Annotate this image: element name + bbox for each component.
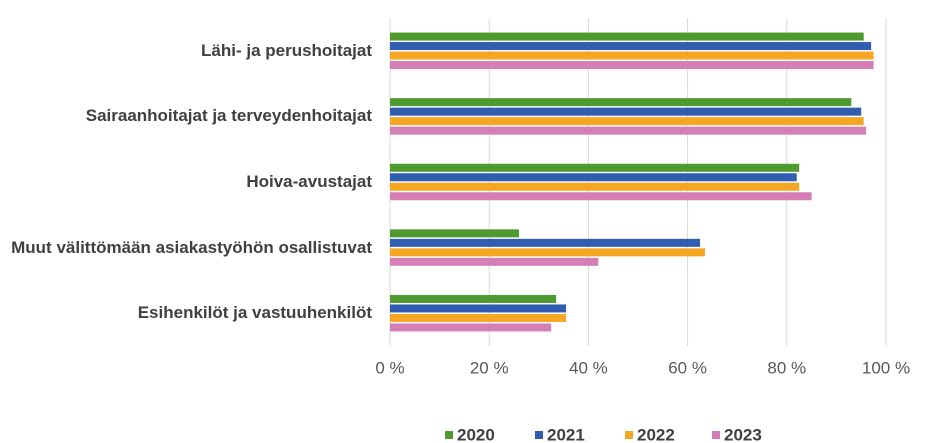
- legend-swatch: [625, 431, 633, 439]
- x-tick-label: 40 %: [569, 358, 608, 377]
- x-tick-label: 80 %: [767, 358, 806, 377]
- x-tick-label: 100 %: [862, 358, 910, 377]
- bar: [390, 294, 557, 303]
- bar: [390, 61, 874, 70]
- legend-swatch: [712, 431, 720, 439]
- x-tick-label: 20 %: [470, 358, 509, 377]
- bar: [390, 248, 705, 257]
- y-tick-label: Lähi- ja perushoitajat: [201, 40, 372, 60]
- x-tick-label: 60 %: [668, 358, 707, 377]
- x-tick-label: 0 %: [375, 358, 404, 377]
- y-tick-label: Muut välittömään asiakastyöhön osallistu…: [11, 237, 372, 257]
- bar: [390, 182, 800, 191]
- bar: [390, 192, 812, 201]
- bar: [390, 323, 552, 332]
- legend-label: 2020: [457, 425, 495, 443]
- y-tick-label: Hoiva-avustajat: [246, 171, 372, 191]
- bar: [390, 42, 872, 51]
- bar: [390, 304, 567, 313]
- y-tick-label: Sairaanhoitajat ja terveydenhoitajat: [85, 106, 372, 126]
- legend-label: 2022: [637, 425, 675, 443]
- bar: [390, 173, 797, 182]
- bar: [390, 313, 567, 322]
- legend-swatch: [535, 431, 543, 439]
- y-tick-label: Esihenkilöt ja vastuuhenkilöt: [137, 303, 372, 323]
- legend-swatch: [445, 431, 453, 439]
- bar: [390, 117, 864, 126]
- bar: [390, 229, 519, 238]
- bar: [390, 32, 864, 41]
- bar: [390, 126, 867, 135]
- bar: [390, 238, 700, 247]
- bar: [390, 163, 800, 172]
- bar: [390, 51, 874, 60]
- bar: [390, 107, 862, 116]
- bar: [390, 257, 599, 266]
- legend-label: 2023: [724, 425, 762, 443]
- bar: [390, 98, 852, 107]
- legend-label: 2021: [547, 425, 585, 443]
